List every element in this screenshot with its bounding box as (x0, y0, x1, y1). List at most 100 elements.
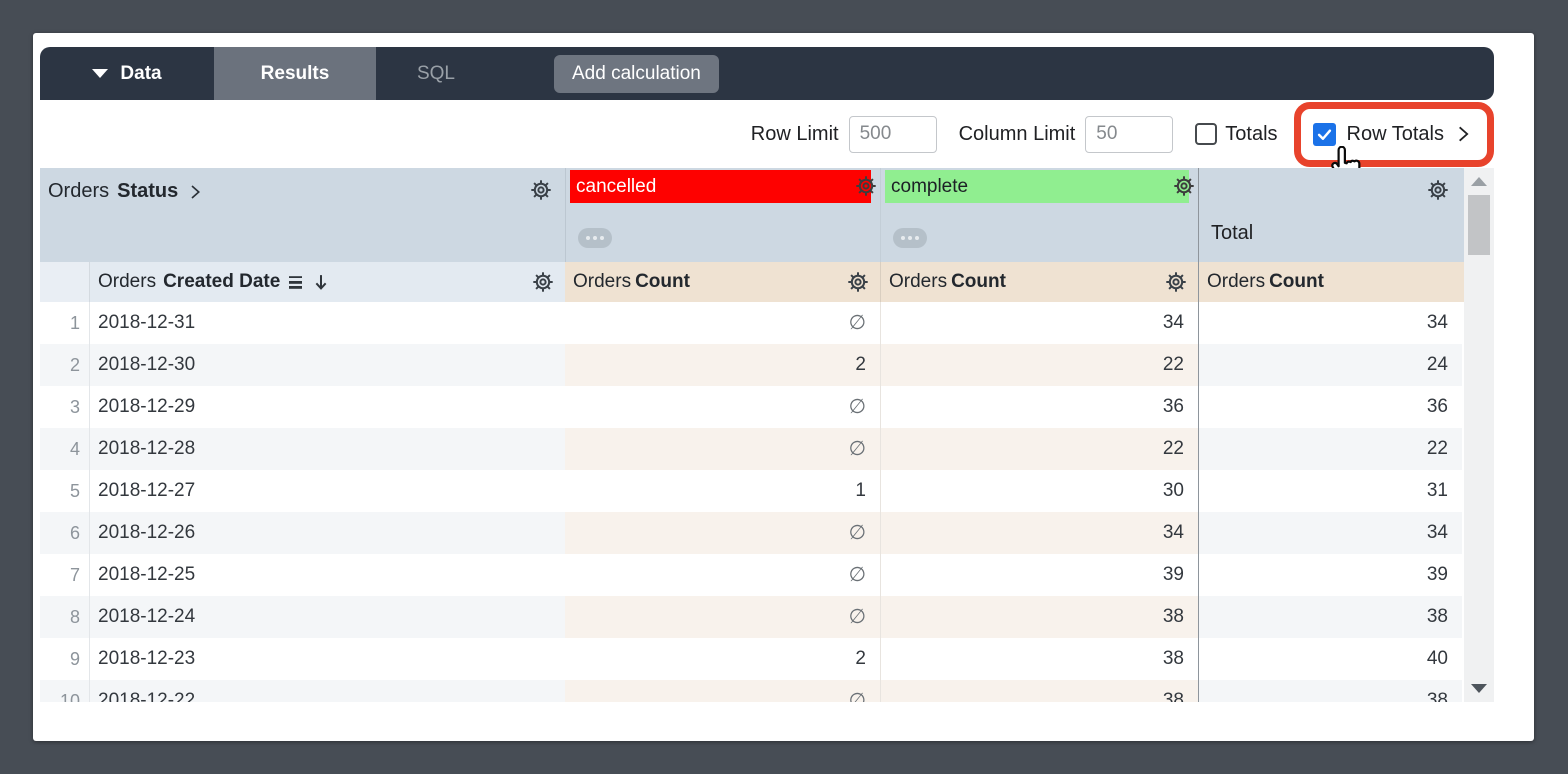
measure-header-total[interactable]: Orders Count (1198, 262, 1462, 302)
row-limit-label: Row Limit (750, 122, 839, 145)
measure-header-complete[interactable]: Orders Count (880, 262, 1198, 302)
row-number-header (40, 262, 90, 302)
date-cell[interactable]: 2018-12-27 (98, 480, 196, 501)
row-total-cell[interactable]: 34 (1198, 302, 1462, 344)
pivot-field-name: Status (117, 180, 179, 202)
cancelled-count-cell[interactable]: 1 (855, 480, 866, 501)
tab-results-label: Results (260, 62, 330, 84)
date-cell[interactable]: 2018-12-23 (98, 648, 196, 669)
row-number: 7 (40, 554, 90, 596)
row-number: 9 (40, 638, 90, 680)
row-totals-annotation-highlight: Row Totals (1293, 101, 1494, 183)
measure-header-cancelled[interactable]: Orders Count (565, 262, 880, 302)
date-cell[interactable]: 2018-12-29 (98, 396, 196, 417)
complete-count-cell[interactable]: 38 (880, 680, 1198, 702)
date-cell[interactable]: 2018-12-25 (98, 564, 196, 585)
vertical-scrollbar[interactable] (1464, 168, 1494, 702)
gear-icon[interactable] (854, 174, 878, 198)
cancelled-count-cell[interactable]: ∅ (565, 596, 880, 638)
date-cell[interactable]: 2018-12-26 (90, 512, 565, 554)
sort-desc-arrow-icon[interactable] (312, 273, 330, 292)
row-total-cell[interactable]: 31 (1198, 470, 1462, 512)
pivot-header-row: Orders Status cancelled complete Total (40, 168, 1494, 262)
gear-icon[interactable] (1172, 174, 1196, 198)
scroll-down-arrow-icon[interactable] (1471, 684, 1487, 693)
cancelled-count-cell[interactable]: ∅ (848, 312, 866, 334)
tab-sql[interactable]: SQL (376, 47, 496, 100)
date-cell[interactable]: 2018-12-28 (90, 428, 565, 470)
gear-icon[interactable] (529, 178, 553, 202)
results-table: Orders Status cancelled complete Total (40, 168, 1494, 702)
row-number: 6 (40, 512, 90, 554)
complete-count-cell[interactable]: 38 (880, 596, 1198, 638)
complete-count-cell[interactable]: 36 (880, 386, 1198, 428)
pivot-field-header[interactable]: Orders Status (40, 168, 565, 262)
add-calculation-button[interactable]: Add calculation (554, 54, 719, 93)
complete-count-cell[interactable]: 38 (880, 638, 1198, 680)
complete-count-cell[interactable]: 30 (880, 470, 1198, 512)
ellipsis-menu-button[interactable] (893, 228, 927, 248)
row-total-cell[interactable]: 36 (1198, 386, 1462, 428)
gear-icon[interactable] (1426, 178, 1450, 202)
table-row: 6 2018-12-26 ∅ 34 34 (40, 512, 1462, 554)
cancelled-count-cell[interactable]: ∅ (848, 396, 866, 418)
row-total-cell[interactable]: 38 (1198, 680, 1462, 702)
table-row: 4 2018-12-28 ∅ 22 22 (40, 428, 1462, 470)
pivot-banner-complete[interactable]: complete (885, 170, 1189, 203)
scroll-up-arrow-icon[interactable] (1471, 177, 1487, 186)
pivot-banner-cancelled[interactable]: cancelled (570, 170, 871, 203)
dimension-prefix: Orders (98, 271, 157, 292)
dimension-header[interactable]: Orders Created Date (90, 262, 565, 302)
gear-icon[interactable] (846, 270, 870, 294)
complete-count-cell[interactable]: 22 (880, 428, 1198, 470)
complete-count-cell[interactable]: 34 (880, 302, 1198, 344)
cancelled-count-cell[interactable]: ∅ (848, 564, 866, 586)
row-number: 8 (40, 596, 90, 638)
complete-count-cell[interactable]: 39 (880, 554, 1198, 596)
cancelled-count-cell[interactable]: ∅ (565, 680, 880, 702)
row-total-cell[interactable]: 38 (1198, 596, 1462, 638)
ellipsis-menu-button[interactable] (578, 228, 612, 248)
table-row: 5 2018-12-27 1 30 31 (40, 470, 1462, 512)
explorer-panel: Data Results SQL Add calculation Row Lim… (33, 33, 1534, 741)
complete-count-cell[interactable]: 22 (880, 344, 1198, 386)
row-totals-checkbox[interactable] (1312, 122, 1336, 146)
field-header-row: Orders Created Date Orders Count Orders (40, 262, 1494, 302)
row-number: 1 (40, 302, 90, 344)
row-limit-input[interactable] (848, 115, 937, 153)
complete-count-cell[interactable]: 34 (880, 512, 1198, 554)
scrollbar-thumb[interactable] (1468, 195, 1490, 255)
totals-label: Totals (1225, 122, 1278, 145)
row-total-cell[interactable]: 24 (1198, 344, 1462, 386)
checkmark-icon (1317, 128, 1331, 140)
pivot-value-cancelled: cancelled (565, 168, 880, 262)
pivot-total-header: Total (1198, 168, 1462, 262)
gear-icon[interactable] (531, 270, 555, 294)
cancelled-count-cell[interactable]: 2 (855, 648, 866, 669)
date-cell[interactable]: 2018-12-24 (90, 596, 565, 638)
row-total-cell[interactable]: 40 (1198, 638, 1462, 680)
cancelled-count-cell[interactable]: ∅ (565, 512, 880, 554)
gear-icon[interactable] (1164, 270, 1188, 294)
totals-checkbox[interactable] (1195, 123, 1218, 145)
date-cell[interactable]: 2018-12-31 (98, 312, 196, 333)
row-total-cell[interactable]: 34 (1198, 512, 1462, 554)
top-nav-bar: Data Results SQL Add calculation (40, 47, 1494, 100)
row-total-cell[interactable]: 39 (1198, 554, 1462, 596)
row-number: 10 (40, 680, 90, 702)
table-row: 8 2018-12-24 ∅ 38 38 (40, 596, 1462, 638)
tab-data-label: Data (120, 62, 162, 84)
cancelled-count-cell[interactable]: ∅ (565, 428, 880, 470)
date-cell[interactable]: 2018-12-22 (90, 680, 565, 702)
tab-results[interactable]: Results (214, 47, 376, 100)
chevron-right-icon[interactable] (1453, 124, 1473, 144)
date-cell[interactable]: 2018-12-30 (90, 344, 565, 386)
column-limit-input[interactable] (1085, 115, 1174, 153)
row-total-cell[interactable]: 22 (1198, 428, 1462, 470)
row-number: 5 (40, 470, 90, 512)
table-row: 1 2018-12-31 ∅ 34 34 (40, 302, 1462, 344)
chevron-right-icon (186, 183, 204, 201)
cancelled-count-cell[interactable]: 2 (565, 344, 880, 386)
tab-data[interactable]: Data (40, 47, 214, 100)
row-number: 2 (40, 344, 90, 386)
